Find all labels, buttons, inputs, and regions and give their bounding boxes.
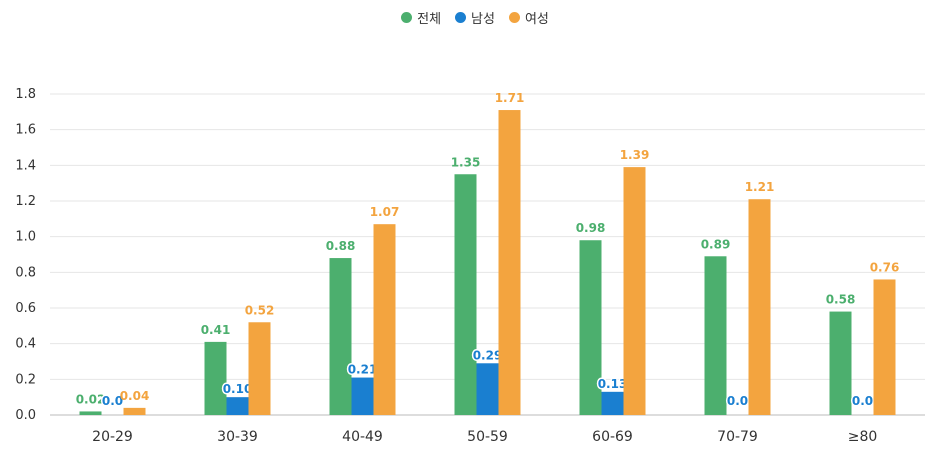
- bar: [623, 167, 646, 415]
- bar: [329, 258, 352, 415]
- x-tick-label: 60-69: [592, 429, 633, 445]
- data-label: 0.0: [727, 394, 748, 408]
- bar: [123, 407, 146, 415]
- data-label: 0.0: [102, 394, 123, 408]
- y-tick-label: 1.4: [15, 158, 36, 173]
- y-tick-label: 1.6: [15, 123, 36, 138]
- data-label: 0.04: [120, 389, 150, 403]
- data-label: 0.29: [473, 348, 503, 362]
- bar: [373, 224, 396, 415]
- data-label: 0.0: [852, 394, 873, 408]
- data-label: 0.76: [870, 260, 900, 274]
- x-tick-label: 50-59: [467, 429, 508, 445]
- bar: [498, 110, 521, 416]
- y-tick-label: 0.2: [15, 372, 36, 387]
- data-label: 0.88: [326, 239, 356, 253]
- x-tick-label: ≥80: [848, 429, 878, 445]
- bar: [226, 397, 249, 415]
- bar: [476, 363, 499, 415]
- y-tick-label: 1.2: [15, 194, 36, 209]
- data-label: 0.10: [223, 382, 253, 396]
- legend-label-male: 남성: [471, 12, 495, 27]
- legend: 전체 남성 여성: [0, 8, 950, 27]
- y-tick-label: 0.0: [15, 408, 36, 423]
- bar: [748, 199, 771, 415]
- bar: [601, 391, 624, 415]
- data-label: 0.58: [826, 293, 856, 307]
- data-label: 0.21: [348, 363, 378, 377]
- data-label: 0.89: [701, 237, 731, 251]
- data-label: 0.41: [201, 323, 231, 337]
- data-label: 1.71: [495, 91, 525, 105]
- y-tick-label: 0.6: [15, 301, 36, 316]
- y-tick-label: 1.0: [15, 230, 36, 245]
- x-tick-label: 20-29: [92, 429, 133, 445]
- legend-item-male[interactable]: 남성: [455, 8, 495, 27]
- legend-swatch-total: [401, 12, 413, 23]
- legend-item-total[interactable]: 전체: [401, 8, 441, 27]
- data-label: 1.35: [451, 155, 481, 169]
- y-tick-label: 1.8: [15, 87, 36, 102]
- data-label: 1.39: [620, 148, 650, 162]
- bar: [873, 279, 896, 415]
- data-label: 0.98: [576, 221, 606, 235]
- bar: [351, 377, 374, 415]
- x-tick-label: 70-79: [717, 429, 758, 445]
- x-tick-label: 30-39: [217, 429, 258, 445]
- x-tick-label: 40-49: [342, 429, 383, 445]
- data-label: 0.13: [598, 377, 628, 391]
- bar: [79, 411, 102, 415]
- data-label: 1.21: [745, 180, 775, 194]
- legend-item-female[interactable]: 여성: [508, 8, 549, 27]
- bar: [704, 256, 727, 415]
- legend-swatch-male: [455, 12, 467, 23]
- data-label: 0.52: [245, 303, 275, 317]
- data-label: 1.07: [370, 205, 400, 219]
- legend-swatch-female: [508, 12, 520, 23]
- bar: [454, 174, 477, 415]
- bar: [248, 322, 271, 415]
- legend-label-total: 전체: [417, 12, 442, 27]
- y-tick-label: 0.8: [15, 265, 36, 280]
- bar: [579, 240, 602, 415]
- bar: [204, 341, 227, 415]
- bar: [829, 311, 852, 415]
- legend-label-female: 여성: [524, 12, 549, 27]
- y-tick-label: 0.4: [15, 337, 36, 352]
- data-label: 0.02: [76, 392, 106, 406]
